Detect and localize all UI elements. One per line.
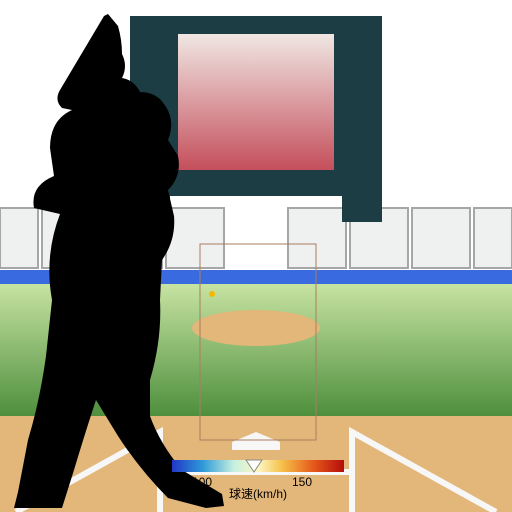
colorbar-tick-label: 100 [192, 475, 212, 489]
scoreboard-screen [178, 34, 334, 170]
scoreboard-leg [342, 196, 382, 222]
stands-panel [0, 208, 38, 268]
pitchers-mound [192, 310, 320, 346]
stands-panel [288, 208, 346, 268]
chart-svg: 100 150 球速(km/h) [0, 0, 512, 512]
stands-panel [412, 208, 470, 268]
colorbar-axis-label: 球速(km/h) [229, 487, 287, 501]
pitch-chart: 100 150 球速(km/h) [0, 0, 512, 512]
pitch-marker [209, 291, 215, 297]
colorbar-tick-label: 150 [292, 475, 312, 489]
stands-panel [166, 208, 224, 268]
stands-panel [474, 208, 512, 268]
